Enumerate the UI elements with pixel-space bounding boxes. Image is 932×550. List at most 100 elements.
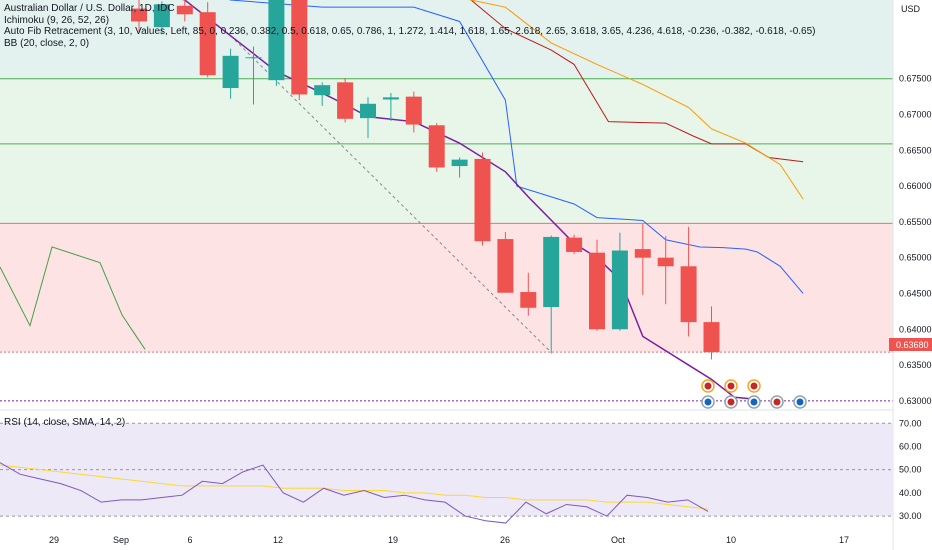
candle-body <box>222 55 239 89</box>
y-tick-label: 0.65000 <box>899 253 932 263</box>
event-flag <box>704 382 712 390</box>
candle-body <box>176 5 193 15</box>
candle[interactable] <box>611 232 628 331</box>
x-tick-label: 29 <box>49 535 59 545</box>
y-tick-label: 0.63500 <box>899 360 932 370</box>
y-tick-label: 0.64000 <box>899 324 932 334</box>
rsi-tick-label: 50.00 <box>899 465 922 475</box>
y-tick-label: 0.67500 <box>899 74 932 84</box>
event-flag <box>773 398 781 406</box>
candle[interactable] <box>497 231 514 293</box>
x-tick-label: 6 <box>187 535 192 545</box>
y-tick-label: 0.67000 <box>899 110 932 120</box>
y-tick-label: 0.63000 <box>899 396 932 406</box>
candle[interactable] <box>360 97 376 139</box>
indicator-legend: Australian Dollar / U.S. Dollar, 1D, IDC… <box>4 3 816 49</box>
rsi-legend[interactable]: RSI (14, close, SMA, 14, 2) <box>4 417 126 428</box>
economic-events[interactable] <box>701 379 807 409</box>
axes: USD 0.63680 <box>889 4 932 351</box>
candle[interactable] <box>131 0 147 33</box>
bb-basis-line <box>468 0 804 200</box>
candle[interactable] <box>589 239 605 331</box>
candle[interactable] <box>199 2 216 78</box>
candle[interactable] <box>382 93 399 121</box>
candle[interactable] <box>291 0 308 101</box>
event-flag <box>727 398 735 406</box>
candle[interactable] <box>268 0 285 86</box>
y-tick-label: 0.66500 <box>899 145 932 155</box>
rsi-tick-label: 40.00 <box>899 488 922 498</box>
x-tick-label: Sep <box>113 535 129 545</box>
event-flag-icon[interactable] <box>724 379 738 393</box>
candle[interactable] <box>153 1 170 35</box>
currency-label: USD <box>901 4 921 14</box>
event-flag-icon[interactable] <box>770 395 784 409</box>
candle[interactable] <box>337 78 354 123</box>
x-tick-label: 26 <box>500 535 510 545</box>
ichimoku-legend[interactable]: Ichimoku (9, 26, 52, 26) <box>4 14 110 26</box>
fib-zones <box>0 0 893 402</box>
candle[interactable] <box>428 123 445 172</box>
rsi-ma-line <box>0 464 709 510</box>
bb-legend[interactable]: BB (20, close, 2, 0) <box>4 37 90 49</box>
candle-body <box>337 82 354 119</box>
symbol-title[interactable]: Australian Dollar / U.S. Dollar, 1D, IDC <box>4 3 175 14</box>
event-flag-icon[interactable] <box>701 379 715 393</box>
candle[interactable] <box>566 234 583 255</box>
candle-body <box>199 12 216 76</box>
candle[interactable] <box>245 46 262 105</box>
rsi-tick-label: 70.00 <box>899 418 922 428</box>
ichimoku-lagging-span <box>0 246 146 350</box>
candle-body <box>703 322 720 353</box>
candle-body <box>428 125 445 168</box>
ichimoku-base-line <box>470 0 804 163</box>
candle[interactable] <box>543 235 560 354</box>
x-tick-label: Oct <box>611 535 626 545</box>
event-flag <box>727 382 735 390</box>
candle-body <box>634 249 651 258</box>
event-flag-icon[interactable] <box>701 395 715 409</box>
rsi-line <box>0 462 709 524</box>
candle-body <box>474 158 491 242</box>
candle-body <box>131 8 147 22</box>
candle-body <box>611 250 628 330</box>
x-tick-label: 10 <box>726 535 736 545</box>
event-flag <box>704 398 712 406</box>
candle[interactable] <box>405 91 422 133</box>
candle[interactable] <box>451 157 468 178</box>
candle-body <box>543 236 560 308</box>
candle[interactable] <box>314 82 331 106</box>
candle-body <box>589 252 605 330</box>
candle[interactable] <box>703 306 720 360</box>
fib-zone-red <box>0 223 893 353</box>
candle[interactable] <box>176 0 193 22</box>
event-flag-icon[interactable] <box>793 395 807 409</box>
candle[interactable] <box>634 224 651 295</box>
y-tick-label: 0.66000 <box>899 181 932 191</box>
fib-legend[interactable]: Auto Fib Retracement (3, 10, Values, Lef… <box>4 26 816 37</box>
candle[interactable] <box>222 48 239 99</box>
candle[interactable] <box>520 272 537 316</box>
event-flag-icon[interactable] <box>724 395 738 409</box>
candles[interactable] <box>131 0 720 360</box>
price-badge-label: 0.63680 <box>896 340 929 350</box>
candle-body <box>245 57 262 59</box>
ichimoku-conversion-line <box>228 0 804 294</box>
rsi-pane: 70.00 60.00 50.00 40.00 30.00 <box>0 418 922 524</box>
candle-body <box>566 237 583 252</box>
candle-body <box>153 4 170 28</box>
candle[interactable] <box>657 236 674 305</box>
event-flag <box>750 382 758 390</box>
price-badge <box>889 338 932 351</box>
candle-body <box>291 0 308 95</box>
event-flag-icon[interactable] <box>747 379 761 393</box>
candle-body <box>382 97 399 100</box>
rsi-tick-label: 30.00 <box>899 511 922 521</box>
event-flag-icon[interactable] <box>747 395 761 409</box>
candle[interactable] <box>474 152 491 246</box>
x-tick-label: 19 <box>388 535 398 545</box>
candle[interactable] <box>680 226 697 337</box>
candle-body <box>314 85 331 96</box>
